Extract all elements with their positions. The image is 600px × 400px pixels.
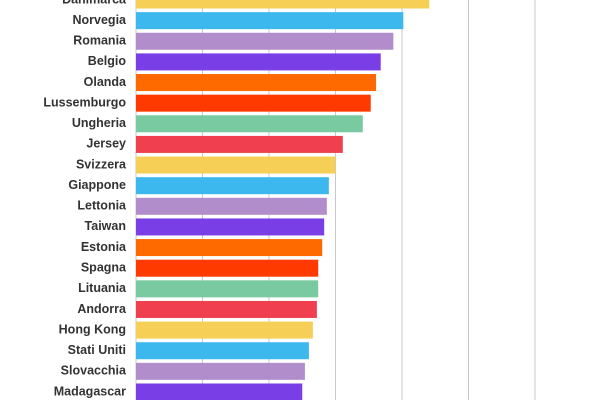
y-tick-label: Spagna [81, 261, 127, 275]
y-tick-label: Jersey [86, 137, 126, 151]
bar [136, 32, 394, 50]
y-tick-label: Belgio [88, 54, 127, 68]
y-tick-label: Ungheria [72, 116, 127, 130]
y-tick-label: Estonia [81, 240, 127, 254]
y-tick-label: Norvegia [73, 13, 128, 27]
y-tick-label: Andorra [77, 302, 127, 316]
bar [136, 135, 343, 153]
bar [136, 53, 381, 71]
bar [136, 383, 303, 400]
bar [136, 197, 327, 215]
y-tick-label: Giappone [68, 178, 126, 192]
y-tick-label: Danimarca [62, 0, 127, 6]
y-tick-label: Svizzera [76, 157, 127, 171]
bar [136, 177, 329, 195]
bar [136, 342, 309, 360]
y-tick-label: Lussemburgo [43, 95, 126, 109]
bar [136, 156, 336, 174]
y-tick-label: Hong Kong [59, 322, 126, 336]
bar [136, 74, 377, 92]
y-tick-label: Madagascar [54, 384, 126, 398]
bar [136, 362, 305, 380]
y-tick-label: Olanda [84, 75, 127, 89]
bar [136, 259, 319, 277]
y-tick-label: Slovacchia [61, 364, 127, 378]
bar [136, 321, 313, 339]
bar [136, 94, 371, 112]
bar [136, 280, 319, 298]
y-tick-label: Stati Uniti [68, 343, 126, 357]
bar [136, 12, 404, 30]
bar [136, 218, 325, 236]
bar [136, 239, 323, 257]
bar [136, 300, 317, 318]
y-tick-label: Taiwan [85, 219, 126, 233]
y-tick-label: Romania [73, 34, 127, 48]
y-tick-label: Lituania [78, 281, 127, 295]
bar [136, 0, 430, 9]
bar [136, 115, 363, 133]
y-tick-label: Lettonia [77, 199, 127, 213]
